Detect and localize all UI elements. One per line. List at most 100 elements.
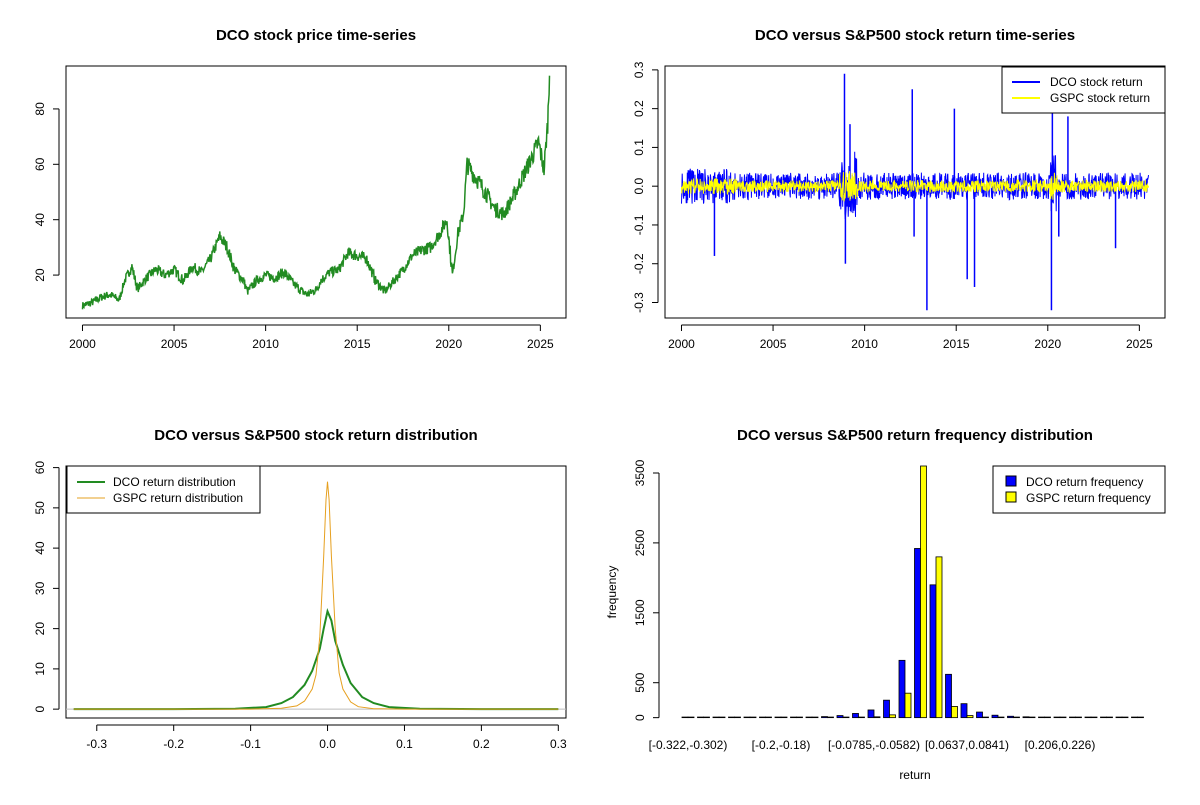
x-axis: 2000 2005 2010 2015 2020 2025: [69, 324, 554, 351]
x-axis: -0.3 -0.2 -0.1 0.0 0.1 0.2 0.3: [86, 724, 567, 751]
x-tick-label: [0.206,0.226): [1025, 738, 1096, 752]
y-tick-label: -0.1: [632, 214, 646, 235]
legend-label-dco: DCO return distribution: [113, 475, 236, 489]
y-tick-label: 0.2: [632, 100, 646, 117]
bar-dco: [960, 703, 968, 719]
y-tick-label: 30: [33, 581, 47, 595]
bar-dco: [1038, 716, 1045, 719]
legend-label-gspc: GSPC return frequency: [1026, 491, 1151, 505]
bar-dco: [914, 548, 921, 719]
bar-gspc: [935, 556, 943, 719]
bar-gspc: [811, 716, 819, 719]
y-tick-label: 60: [33, 157, 47, 171]
bar-gspc: [982, 716, 989, 719]
legend-swatch-gspc: [1005, 491, 1017, 503]
y-tick-label: 0: [633, 714, 647, 721]
x-tick-label: 2000: [69, 337, 96, 351]
bar-dco: [1100, 716, 1107, 719]
y-tick-label: 0: [33, 705, 47, 712]
panel-return-timeseries: DCO versus S&P500 stock return time-seri…: [632, 27, 1166, 351]
bar-dco: [976, 711, 983, 719]
bar-gspc: [1075, 716, 1082, 719]
density-line-gspc: [73, 481, 559, 710]
legend-label-gspc: GSPC stock return: [1050, 91, 1150, 105]
x-tick-label: 2025: [1126, 337, 1153, 351]
y-tick-label: 80: [33, 102, 47, 116]
bar-gspc: [1059, 716, 1067, 719]
bar-dco: [759, 716, 766, 719]
y-tick-label: 3500: [633, 459, 647, 486]
legend-label-dco: DCO return frequency: [1026, 475, 1143, 489]
legend-label-dco: DCO stock return: [1050, 75, 1143, 89]
plot-area: [681, 465, 1144, 719]
bar-dco: [1115, 716, 1123, 719]
bar-gspc: [796, 716, 803, 719]
plot-area: [66, 481, 566, 711]
y-axis: 0 10 20 30 40 50 60: [33, 461, 60, 712]
bar-dco: [898, 659, 906, 719]
x-tick-label: [-0.322,-0.302): [649, 738, 728, 752]
bar-gspc: [966, 715, 974, 719]
x-tick-label: 2005: [760, 337, 787, 351]
bar-dco: [883, 699, 890, 719]
y-tick-label: 0.0: [632, 178, 646, 195]
x-tick-label: 2010: [851, 337, 878, 351]
bar-dco: [1131, 716, 1138, 719]
legend-label-gspc: GSPC return distribution: [113, 491, 243, 505]
bar-dco: [1022, 716, 1030, 719]
panel-price-timeseries: DCO stock price time-series 2000 2005 2010…: [33, 27, 567, 351]
bar-gspc: [765, 716, 772, 719]
bar-gspc: [1044, 716, 1051, 719]
density-line-dco: [73, 608, 559, 711]
bar-gspc: [1106, 716, 1113, 719]
x-tick-label: 2005: [161, 337, 188, 351]
y-tick-label: 10: [33, 662, 47, 676]
bar-gspc: [1028, 716, 1036, 719]
bar-gspc: [904, 692, 912, 719]
plot-frame: [664, 65, 1166, 319]
bar-dco: [929, 584, 937, 719]
legend-box: [1001, 66, 1166, 114]
bar-dco: [852, 713, 859, 719]
y-tick-label: 20: [33, 622, 47, 636]
bar-dco: [945, 673, 952, 719]
bar-dco: [1069, 716, 1076, 719]
legend-box: [992, 465, 1166, 514]
x-tick-label: [-0.2,-0.18): [752, 738, 811, 752]
bar-gspc: [889, 714, 896, 719]
x-axis: [-0.322,-0.302) [-0.2,-0.18) [-0.0785,-0.0…: [649, 738, 1096, 752]
bar-gspc: [780, 716, 788, 719]
series-line-dco-price: [81, 75, 551, 310]
bar-gspc: [1090, 716, 1098, 719]
x-tick-label: [0.0637,0.0841): [925, 738, 1009, 752]
y-axis: -0.3 -0.2 -0.1 0.0 0.1 0.2 0.3: [632, 61, 659, 313]
plot-frame: [65, 465, 567, 719]
y-tick-label: 500: [633, 672, 647, 692]
chart-title: DCO versus S&P500 stock return distribut…: [154, 427, 477, 444]
bar-gspc: [997, 716, 1005, 719]
plot-frame: [65, 65, 567, 319]
bar-dco: [991, 714, 999, 719]
x-tick-label: -0.1: [240, 737, 261, 751]
bar-dco: [743, 716, 751, 719]
bar-dco: [867, 709, 875, 719]
chart-title: DCO versus S&P500 return frequency distr…: [737, 427, 1093, 444]
legend-swatch-dco: [1005, 475, 1017, 487]
bar-dco: [821, 716, 828, 719]
y-tick-label: -0.3: [632, 292, 646, 313]
legend: DCO return distribution GSPC return dist…: [66, 465, 261, 514]
chart-title: DCO versus S&P500 stock return time-seri…: [755, 27, 1075, 44]
x-tick-label: 2020: [1034, 337, 1061, 351]
x-tick-label: [-0.0785,-0.0582): [828, 738, 920, 752]
bar-gspc: [858, 716, 865, 719]
bar-dco: [774, 716, 782, 719]
y-tick-label: 40: [33, 541, 47, 555]
x-tick-label: 2000: [668, 337, 695, 351]
x-tick-label: 2025: [527, 337, 554, 351]
y-tick-label: 20: [33, 268, 47, 282]
x-axis-label: return: [899, 768, 930, 782]
plot-area: [81, 75, 551, 310]
x-tick-label: 0.0: [319, 737, 336, 751]
panel-return-frequency: DCO versus S&P500 return frequency distr…: [605, 427, 1166, 782]
